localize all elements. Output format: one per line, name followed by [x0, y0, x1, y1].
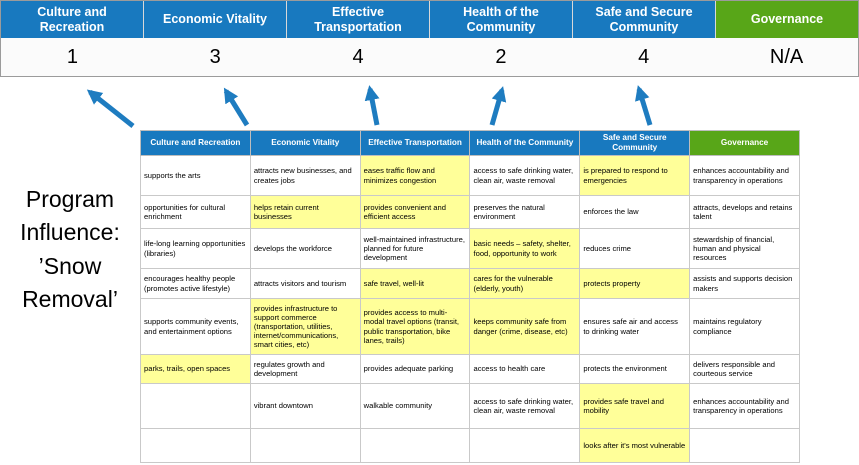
- scoreboard-column-label: Safe and Secure Community: [573, 1, 716, 38]
- matrix-cell: vibrant downtown: [249, 383, 361, 429]
- matrix-cell: delivers responsible and courteous servi…: [689, 354, 800, 384]
- matrix-cell-highlighted: is prepared to respond to emergencies: [579, 155, 691, 196]
- up-arrow-icon: [364, 85, 380, 126]
- scoreboard-column-label: Effective Transportation: [287, 1, 430, 38]
- matrix-row: parks, trails, open spaces regulates grow…: [140, 354, 800, 384]
- matrix-cell: supports the arts: [140, 155, 251, 196]
- matrix-cell-highlighted: eases traffic flow and minimizes congest…: [359, 155, 471, 196]
- matrix-cell: opportunities for cultural enrichment: [140, 195, 251, 229]
- matrix-cell: develops the workforce: [249, 228, 361, 269]
- matrix-cell: well-maintained infrastructure, planned …: [359, 228, 471, 269]
- matrix-cell-highlighted: provides convenient and efficient access: [359, 195, 471, 229]
- matrix-cell: provides adequate parking: [359, 354, 471, 384]
- matrix-cell-highlighted: safe travel, well-lit: [359, 268, 471, 299]
- matrix-column-header: Governance: [689, 130, 800, 156]
- scoreboard-column-label: Culture and Recreation: [1, 1, 144, 38]
- matrix-cell: enhances accountability and transparency…: [689, 155, 800, 196]
- matrix-column-header: Safe and Secure Community: [579, 130, 691, 156]
- matrix-cell-highlighted: provides access to multi-modal travel op…: [359, 298, 471, 355]
- matrix-cell: preserves the natural environment: [469, 195, 581, 229]
- scoreboard-score-value: N/A: [769, 45, 804, 68]
- matrix-cell: encourages healthy people (promotes acti…: [140, 268, 251, 299]
- scoreboard-score-value: 3: [209, 45, 221, 68]
- scoreboard-score-value: 4: [638, 45, 650, 68]
- matrix-row: vibrant downtown walkable community access…: [140, 383, 800, 429]
- matrix-cell: [689, 428, 800, 463]
- matrix-row: opportunities for cultural enrichment hel…: [140, 195, 800, 229]
- matrix-row: supports the arts attracts new businesses…: [140, 155, 800, 196]
- matrix-cell: maintains regulatory compliance: [689, 298, 800, 355]
- matrix-cell: [140, 383, 251, 429]
- matrix-column-header: Effective Transportation: [359, 130, 471, 156]
- scoreboard-column-label: Governance: [716, 1, 858, 38]
- matrix-column-header: Culture and Recreation: [140, 130, 251, 156]
- matrix-cell: stewardship of financial, human and phys…: [689, 228, 800, 269]
- matrix-cell: access to health care: [469, 354, 581, 384]
- matrix-cell: walkable community: [359, 383, 471, 429]
- matrix-cell: supports community events, and entertain…: [140, 298, 251, 355]
- matrix-cell-highlighted: protects property: [579, 268, 691, 299]
- matrix-cell-highlighted: helps retain current businesses: [249, 195, 361, 229]
- matrix-row: looks after it's most vulnerable: [140, 428, 800, 463]
- scoreboard-score-row: 1 3 4 2 4 N/A: [1, 38, 858, 76]
- matrix-row: supports community events, and entertain…: [140, 298, 800, 355]
- scoreboard-score-value: 2: [495, 45, 507, 68]
- program-influence-title: Program Influence: ’Snow Removal’: [20, 186, 120, 313]
- matrix-cell: enhances accountability and transparency…: [689, 383, 800, 429]
- matrix-cell: ensures safe air and access to drinking …: [579, 298, 691, 355]
- matrix-column-header: Health of the Community: [469, 130, 581, 156]
- matrix-cell: [359, 428, 471, 463]
- matrix-cell: reduces crime: [579, 228, 691, 269]
- scoreboard-header-row: Culture and Recreation Economic Vitality E…: [1, 1, 858, 38]
- matrix-row: life-long learning opportunities (librar…: [140, 228, 800, 269]
- matrix-cell: [140, 428, 251, 463]
- matrix-cell: life-long learning opportunities (librar…: [140, 228, 251, 269]
- matrix-cell: access to safe drinking water, clean air…: [469, 383, 581, 429]
- matrix-cell-highlighted: looks after it's most vulnerable: [579, 428, 691, 463]
- matrix-row: encourages healthy people (promotes acti…: [140, 268, 800, 299]
- matrix-cell: attracts new businesses, and creates job…: [249, 155, 361, 196]
- matrix-cell: enforces the law: [579, 195, 691, 229]
- matrix-cell: [469, 428, 581, 463]
- matrix-cell-highlighted: cares for the vulnerable (elderly, youth…: [469, 268, 581, 299]
- matrix-column-header: Economic Vitality: [249, 130, 361, 156]
- matrix-cell-highlighted: provides safe travel and mobility: [579, 383, 691, 429]
- matrix-cell-highlighted: provides infrastructure to support comme…: [249, 298, 361, 355]
- up-arrow-icon: [86, 89, 135, 128]
- influence-matrix: Culture and Recreation Economic Vitality E…: [140, 130, 800, 463]
- matrix-cell: access to safe drinking water, clean air…: [469, 155, 581, 196]
- matrix-body: supports the arts attracts new businesses…: [140, 155, 800, 463]
- scoreboard-score-value: 4: [352, 45, 364, 68]
- up-arrow-icon: [635, 85, 653, 126]
- influence-arrows: [86, 85, 653, 128]
- matrix-cell: attracts, develops and retains talent: [689, 195, 800, 229]
- scoreboard-score-value: 1: [66, 45, 78, 68]
- matrix-cell: protects the environment: [579, 354, 691, 384]
- up-arrow-icon: [489, 86, 507, 126]
- matrix-cell: attracts visitors and tourism: [249, 268, 361, 299]
- matrix-cell-highlighted: parks, trails, open spaces: [140, 354, 251, 384]
- matrix-cell: regulates growth and development: [249, 354, 361, 384]
- matrix-cell: [249, 428, 361, 463]
- matrix-cell-highlighted: basic needs – safety, shelter, food, opp…: [469, 228, 581, 269]
- matrix-header-row: Culture and Recreation Economic Vitality E…: [140, 130, 800, 156]
- matrix-cell: assists and supports decision makers: [689, 268, 800, 299]
- up-arrow-icon: [223, 87, 250, 127]
- scoreboard: Culture and Recreation Economic Vitality E…: [0, 0, 859, 77]
- scoreboard-column-label: Health of the Community: [430, 1, 573, 38]
- matrix-cell-highlighted: keeps community safe from danger (crime,…: [469, 298, 581, 355]
- scoreboard-column-label: Economic Vitality: [144, 1, 287, 38]
